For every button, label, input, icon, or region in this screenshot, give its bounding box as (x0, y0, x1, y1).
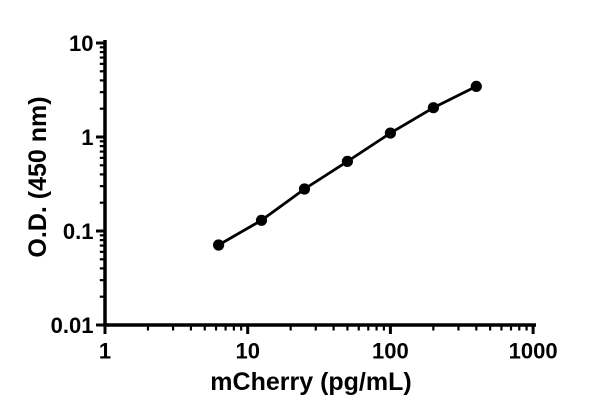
data-point (255, 214, 268, 226)
data-point (298, 183, 311, 195)
data-point (341, 155, 353, 167)
x-tick-label: 1 (99, 339, 111, 364)
y-tick-label: 10 (69, 31, 93, 56)
y-axis-title: O.D. (450 nm) (24, 96, 52, 257)
data-point (470, 80, 482, 92)
y-tick-label: 0.01 (51, 313, 94, 338)
data-point (427, 102, 439, 114)
y-tick-label: 1 (81, 125, 93, 150)
x-axis-title: mCherry (pg/mL) (210, 368, 411, 396)
y-tick-label: 0.1 (63, 219, 94, 244)
data-point (384, 127, 396, 139)
x-tick-label: 100 (372, 339, 409, 364)
x-tick-label: 10 (235, 339, 259, 364)
x-tick-label: 1000 (509, 339, 558, 364)
data-point (213, 239, 225, 251)
